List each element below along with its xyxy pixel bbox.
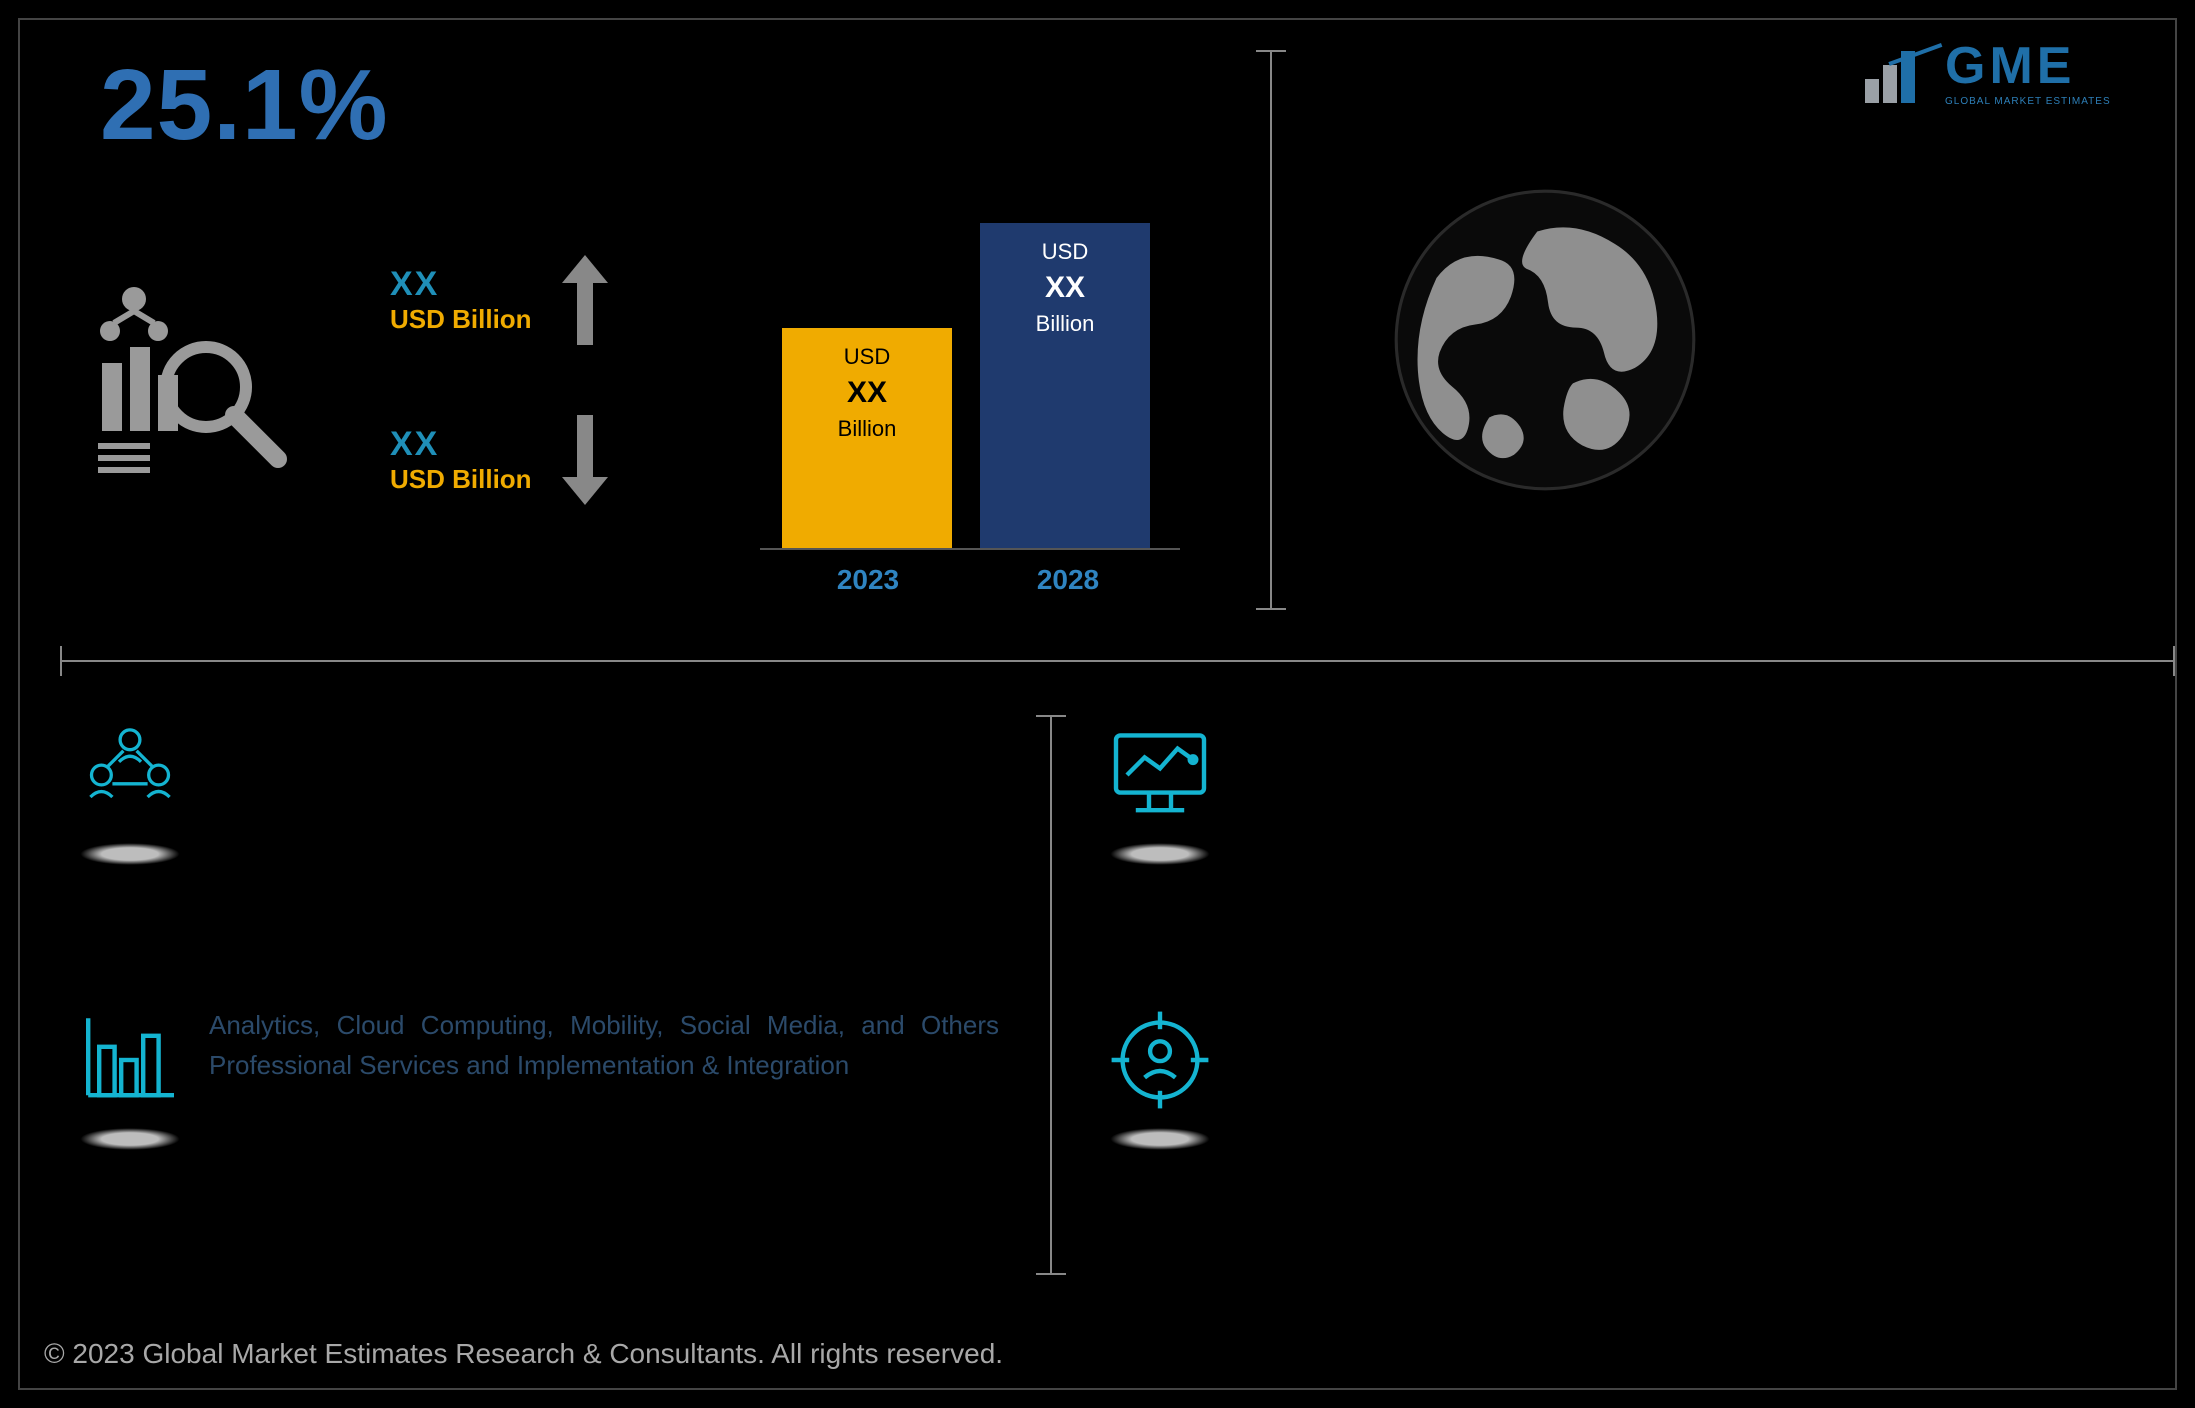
market-size-bar-chart: USD XX Billion USD XX Billion 2023 2028 [760, 210, 1180, 610]
panel-end-user [1105, 1005, 1239, 1150]
panel-segments: Analytics, Cloud Computing, Mobility, So… [75, 1005, 999, 1150]
infographic-frame: 25.1% GME GLOBAL MARKET ESTIMATES [18, 18, 2177, 1390]
market-research-icon [90, 275, 290, 475]
bar-2023: USD XX Billion [782, 328, 952, 548]
panel-region [1105, 720, 1239, 865]
people-network-icon [75, 720, 185, 830]
gme-logo: GME GLOBAL MARKET ESTIMATES [1865, 28, 2145, 118]
bar-2023-bn: Billion [838, 416, 897, 442]
copyright-footer: © 2023 Global Market Estimates Research … [44, 1338, 1003, 1370]
bar-2023-usd: USD [844, 344, 890, 370]
bar-2028-usd: USD [1042, 239, 1088, 265]
target-user-icon [1105, 1005, 1215, 1115]
bar-label-2023: 2023 [768, 564, 968, 596]
bar-chart-icon [75, 1005, 185, 1115]
figure-down-usd: USD Billion [390, 464, 532, 495]
icon-shadow [1110, 1128, 1210, 1150]
segments-text: Analytics, Cloud Computing, Mobility, So… [209, 1005, 999, 1086]
logo-text: GME [1945, 40, 2111, 92]
icon-shadow [1110, 843, 1210, 865]
bar-2023-xx: XX [847, 376, 887, 410]
logo-mark-icon [1865, 43, 1935, 103]
panel-key-players [75, 720, 209, 865]
globe-icon [1390, 185, 1700, 495]
figure-down-xx: XX [390, 425, 532, 464]
bar-2028-xx: XX [1045, 271, 1085, 305]
figure-up-usd: USD Billion [390, 304, 532, 335]
logo-tagline: GLOBAL MARKET ESTIMATES [1945, 96, 2111, 107]
bar-2028-bn: Billion [1036, 311, 1095, 337]
divider-horizontal [60, 660, 2175, 662]
monitor-analytics-icon [1105, 720, 1215, 830]
figure-up-xx: XX [390, 265, 532, 304]
icon-shadow [80, 1128, 180, 1150]
divider-vertical-top [1270, 50, 1272, 610]
market-size-figures: XX USD Billion XX USD Billion [390, 255, 608, 505]
arrow-up-icon [562, 255, 608, 345]
figure-down-row: XX USD Billion [390, 415, 608, 505]
bar-2028: USD XX Billion [980, 223, 1150, 548]
divider-vertical-bottom [1050, 715, 1052, 1275]
bar-label-2028: 2028 [968, 564, 1168, 596]
icon-shadow [80, 843, 180, 865]
arrow-down-icon [562, 415, 608, 505]
figure-up-row: XX USD Billion [390, 255, 608, 345]
cagr-value: 25.1% [100, 48, 389, 163]
